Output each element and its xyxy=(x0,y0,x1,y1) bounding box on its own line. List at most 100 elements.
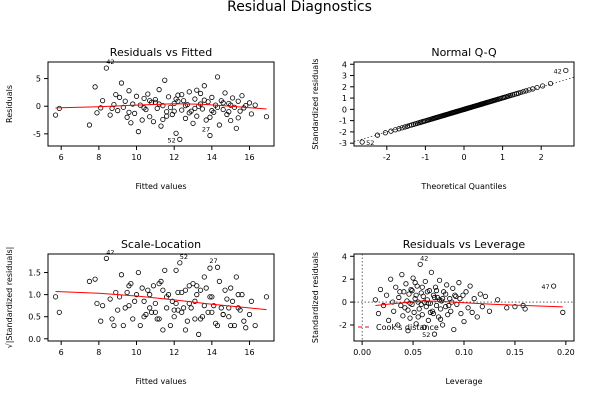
sl-point xyxy=(167,322,174,329)
rvl-point xyxy=(440,296,446,302)
sl-point xyxy=(224,296,230,302)
sl-point xyxy=(243,325,249,331)
sl-point xyxy=(197,287,204,293)
rvf-point xyxy=(171,108,177,114)
rvl-point xyxy=(443,291,449,297)
rvf-point xyxy=(103,65,109,71)
sl-point xyxy=(124,289,130,296)
sl-point xyxy=(135,269,141,276)
sl-y-tick-label: 1.5 xyxy=(28,269,41,278)
rvl-point xyxy=(431,331,438,337)
rvf-point xyxy=(124,114,130,120)
rvl-point xyxy=(422,278,428,285)
rvl-point xyxy=(460,292,466,298)
sl-point xyxy=(92,276,98,282)
sl-point xyxy=(173,300,179,307)
rvl-point xyxy=(453,293,459,299)
sl-point xyxy=(214,322,221,329)
rvl-point xyxy=(430,310,437,317)
qq-x-tick-label: -2 xyxy=(383,153,391,162)
rvf-point-label: 52 xyxy=(168,136,176,144)
sl-point xyxy=(184,318,190,324)
sl-point xyxy=(148,309,155,315)
rvl-point xyxy=(433,302,440,309)
rvl-point xyxy=(467,283,473,289)
qq-point xyxy=(399,125,405,131)
rvl-point xyxy=(395,322,401,328)
rvl-point xyxy=(551,283,557,289)
sl-point-label: 42 xyxy=(106,248,114,256)
rvl-point xyxy=(388,276,394,282)
qq-x-tick-label: 0 xyxy=(461,153,466,162)
sl-point xyxy=(222,287,228,293)
rvl-point xyxy=(479,304,485,310)
sl-point xyxy=(201,303,207,309)
qq-x-tick-label: 2 xyxy=(539,153,544,162)
rvl-point xyxy=(413,321,419,327)
sl-x-tick-label: 10 xyxy=(131,348,141,357)
rvl-point xyxy=(415,314,421,320)
qq-y-tick-label: 0 xyxy=(342,105,347,114)
rvl-legend-label: Cook's distance xyxy=(376,323,439,332)
rvl-point xyxy=(408,286,414,293)
rvf-point xyxy=(209,108,215,114)
sl-point xyxy=(205,309,211,315)
rvf-x-tick-label: 6 xyxy=(59,153,64,162)
rvf-point xyxy=(167,104,174,110)
rvl-point xyxy=(512,304,518,310)
qq-point xyxy=(392,127,398,133)
rvl-point xyxy=(495,297,501,303)
rvl-point xyxy=(440,322,446,328)
rvl-point xyxy=(420,293,426,299)
qq-point xyxy=(547,80,554,87)
rvl-point xyxy=(437,306,444,312)
qq-y-tick-label: 2 xyxy=(342,83,347,92)
rvl-point xyxy=(411,309,417,315)
rvl-trend-line xyxy=(375,300,563,308)
rvf-point xyxy=(56,105,62,112)
rvl-point xyxy=(451,326,457,333)
rvf-point xyxy=(226,109,232,115)
rvf-point xyxy=(201,97,207,103)
sl-point xyxy=(130,316,136,322)
rvf-point xyxy=(150,119,157,125)
sl-point xyxy=(52,294,59,300)
rvl-point xyxy=(469,309,475,315)
rvl-point-label: 47 xyxy=(541,283,549,291)
rvl-point xyxy=(380,302,387,309)
sl-point xyxy=(156,316,162,322)
qq-point xyxy=(534,84,540,91)
sl-point xyxy=(235,292,241,298)
rvl-point xyxy=(409,288,415,294)
rvf-y-tick-label: 5 xyxy=(36,75,41,84)
sl-point xyxy=(109,316,115,322)
sl-plot-frame xyxy=(47,253,275,342)
rvf-point xyxy=(111,101,117,108)
sl-point xyxy=(139,285,145,291)
rvf-point xyxy=(228,102,234,108)
sl-point xyxy=(182,287,189,293)
rvf-y-tick-label: -5 xyxy=(33,130,41,139)
rvl-point-label: 52 xyxy=(422,331,430,339)
rvl-point xyxy=(504,305,510,311)
rvl-point xyxy=(397,289,403,295)
sl-y-axis-label: √|Standardized residuals| xyxy=(5,247,14,349)
rvl-point xyxy=(407,300,413,306)
rvf-point xyxy=(86,122,93,128)
rvf-point xyxy=(181,98,187,104)
qq-point-label: 42 xyxy=(554,67,562,75)
rvl-point xyxy=(486,308,493,314)
sl-point xyxy=(228,322,234,329)
rvl-point xyxy=(458,310,464,317)
rvl-point xyxy=(407,315,413,321)
rvl-point xyxy=(386,317,392,323)
rvf-point xyxy=(203,117,209,123)
rvf-point xyxy=(128,120,134,126)
qq-y-tick-label: 1 xyxy=(342,94,347,103)
rvl-point xyxy=(424,289,430,295)
sl-point xyxy=(169,298,175,304)
rvf-plot-frame xyxy=(47,61,275,147)
rvl-point xyxy=(390,299,396,305)
rvf-point xyxy=(113,92,119,98)
rvl-point xyxy=(421,324,427,330)
